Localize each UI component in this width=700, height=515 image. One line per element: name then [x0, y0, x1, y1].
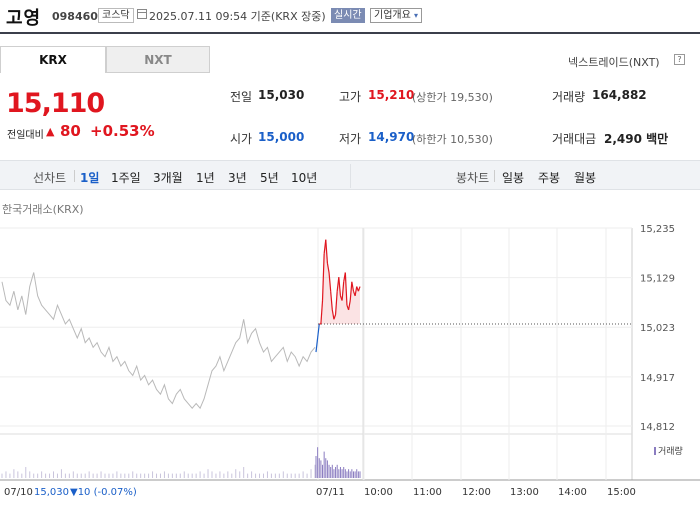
high-value: 15,210 — [368, 88, 415, 102]
nextrade-link[interactable]: 넥스트레이드(NXT) — [568, 56, 660, 69]
y-tick-label: 15,235 — [640, 224, 675, 235]
x-tick-label: 10:00 — [364, 487, 393, 498]
realtime-badge[interactable]: 실시간 — [331, 8, 365, 23]
today-line-segment — [357, 286, 361, 292]
price-chart: 15,235 15,129 15,023 14,917 14,812 — [0, 224, 700, 481]
x-tick-label: 13:00 — [510, 487, 539, 498]
prev-day-close: 15,030 — [34, 487, 69, 498]
today-line-segment — [315, 337, 319, 353]
today-line-segment — [317, 323, 320, 339]
today-line-segment — [326, 263, 330, 273]
period-10y[interactable]: 10년 — [291, 171, 318, 185]
open-label: 시가 — [230, 132, 253, 146]
calendar-icon — [137, 9, 147, 19]
high-label: 고가 — [339, 90, 362, 104]
volume-legend: 거래량 — [654, 444, 683, 457]
chart-source-label: 한국거래소(KRX) — [2, 203, 84, 216]
change-percent: +0.53% — [90, 122, 155, 140]
prev-close-value: 15,030 — [258, 88, 305, 102]
today-line-segment — [338, 277, 342, 296]
prev-day-line — [1, 272, 316, 410]
arrow-up-icon: ▲ — [46, 125, 55, 138]
period-5y[interactable]: 5년 — [260, 171, 279, 185]
today-line-segment — [333, 314, 337, 320]
today-line-segment — [328, 272, 332, 292]
candle-daily[interactable]: 일봉 — [502, 171, 525, 185]
period-1d[interactable]: 1일 — [80, 171, 100, 185]
today-line-segment — [330, 291, 333, 310]
help-icon[interactable]: ? — [674, 54, 685, 65]
today-line-segment — [331, 309, 335, 320]
candle-chart-label: 봉차트 — [456, 171, 490, 185]
x-tick-label: 12:00 — [462, 487, 491, 498]
y-tick-label: 15,129 — [640, 274, 675, 285]
y-tick-label: 15,023 — [640, 323, 675, 334]
prev-day-change: ▼10 (-0.07%) — [70, 487, 137, 498]
tab-nxt[interactable]: NXT — [106, 46, 210, 73]
company-overview-label: 기업개요 — [374, 10, 411, 21]
x-tick-label: 11:00 — [413, 487, 442, 498]
candle-monthly[interactable]: 월봉 — [574, 171, 597, 185]
change-label: 전일대비 — [7, 130, 44, 141]
period-3y[interactable]: 3년 — [228, 171, 247, 185]
x-tick-label: 07/11 — [316, 487, 345, 498]
volume-label: 거래량 — [552, 90, 586, 104]
open-value: 15,000 — [258, 130, 305, 144]
low-value: 14,970 — [368, 130, 415, 144]
today-line-segment — [325, 239, 329, 264]
line-chart-label: 선차트 — [33, 171, 67, 185]
y-tick-label: 14,917 — [640, 373, 675, 384]
period-1y[interactable]: 1년 — [196, 171, 215, 185]
period-1w[interactable]: 1주일 — [111, 171, 141, 185]
period-3m[interactable]: 3개월 — [153, 171, 183, 185]
today-line-segment — [351, 281, 355, 292]
market-badge: 코스닥 — [98, 8, 134, 23]
low-label: 저가 — [339, 132, 362, 146]
amount-value: 2,490 백만 — [604, 132, 669, 146]
stock-code: 098460 — [52, 10, 98, 23]
change-value: 80 — [60, 122, 81, 140]
amount-label: 거래대금 — [552, 132, 597, 146]
today-line-segment — [334, 291, 338, 315]
company-overview-button[interactable]: 기업개요 ▾ — [370, 8, 423, 23]
today-line-segment — [341, 281, 345, 301]
current-price: 15,110 — [6, 88, 105, 119]
today-line-segment — [344, 272, 348, 306]
lower-limit: (하한가 10,530) — [412, 133, 493, 146]
upper-limit: (상한가 19,530) — [412, 91, 493, 104]
x-tick-label: 14:00 — [558, 487, 587, 498]
today-line-segment — [321, 253, 325, 301]
tab-krx[interactable]: KRX — [0, 46, 106, 73]
stock-name: 고영 — [6, 8, 42, 29]
prev-close-label: 전일 — [230, 90, 253, 104]
today-line-segment — [349, 281, 353, 301]
y-tick-label: 14,812 — [640, 422, 675, 433]
as-of-time: 2025.07.11 09:54 기준(KRX 장중) — [149, 10, 326, 23]
today-line-segment — [320, 300, 324, 324]
today-line-segment — [348, 300, 351, 311]
x-tick-label: 15:00 — [607, 487, 636, 498]
candle-weekly[interactable]: 주봉 — [538, 171, 561, 185]
prev-day-date: 07/10 — [4, 487, 33, 498]
today-line-segment — [354, 286, 358, 296]
stock-header — [0, 0, 700, 34]
volume-value: 164,882 — [592, 88, 647, 102]
chevron-down-icon: ▾ — [414, 11, 419, 20]
